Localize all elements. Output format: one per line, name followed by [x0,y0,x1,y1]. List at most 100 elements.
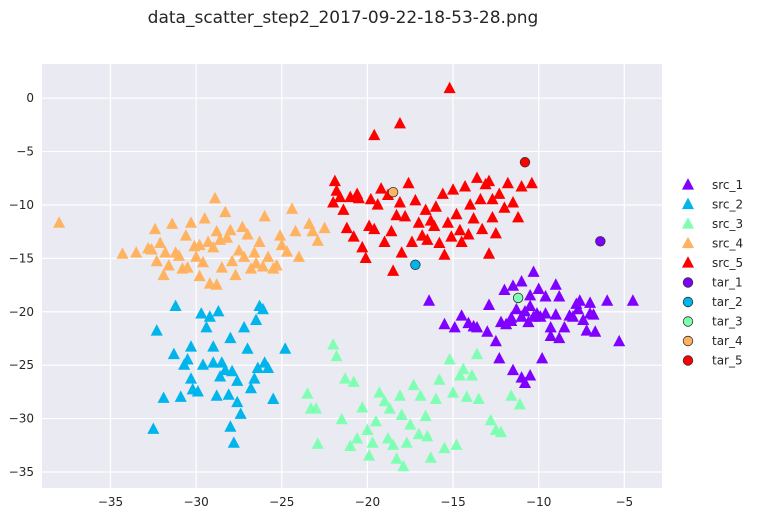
src_4-point [274,229,287,241]
tar_5-point [519,157,531,168]
src_1-point [573,294,586,306]
src_4-point [280,245,293,257]
src_4-point [258,209,271,222]
data-points [53,81,639,472]
legend-src_3-label: src_3 [712,217,743,231]
src_4-point [181,261,194,273]
src_4-point [198,212,211,224]
src_1-point [423,294,436,306]
legend-src_5-marker [681,256,695,268]
src_5-point [327,196,340,208]
src_4-point [179,229,192,241]
src_2-point [224,420,237,432]
src_3-point [339,372,352,384]
src_5-point [333,190,347,203]
x-tick-label: −25 [269,495,294,509]
src_3-point [351,432,364,444]
legend-src_5-label: src_5 [712,256,743,270]
src_1-point [584,296,597,308]
src_5-point [378,235,391,247]
src_4-point [292,250,305,262]
y-tick-label: −5 [16,145,34,159]
src_2-point [207,356,220,368]
src_5-point [368,128,381,141]
src_1-point [549,308,562,320]
src_5-point [455,235,468,247]
src_5-point [405,235,418,247]
src_4-point [159,246,172,258]
src_5-point [482,174,496,187]
src_5-point [470,171,484,183]
src_3-point [407,378,420,391]
src_1-point [524,288,537,301]
src_4-point [116,247,129,259]
src_4-point [193,269,206,282]
src_4-point [311,234,324,246]
src_4-point [154,236,167,249]
src_2-point [196,358,210,370]
src_4-point [236,220,249,233]
src_3-point [400,436,413,448]
legend-tar_3-marker [682,316,694,327]
src_1-point [566,310,579,322]
src_1-point [577,313,590,325]
src_2-point [224,331,237,344]
src_3-point [378,394,391,407]
src_2-point [191,385,204,397]
src_3-point [387,438,400,450]
src_4-point [256,260,269,272]
src_5-point [344,190,357,203]
src_1-point [515,275,528,287]
src_3-point [344,439,357,451]
x-tick-label: −15 [440,495,465,509]
src_2-point [241,342,254,354]
x-tick-label: −35 [98,495,123,509]
src_4-point [219,205,232,218]
src_1-point [544,329,557,341]
src_2-point [167,347,180,360]
src_5-point [428,219,441,231]
src_1-point [510,302,523,315]
src_5-point [438,248,451,260]
src_1-point [498,283,511,296]
src_3-point [330,349,343,362]
src_4-point [196,255,210,268]
x-tick-label: −10 [526,495,551,509]
src_3-point [393,389,407,401]
src_3-point [395,408,408,420]
src_4-point [286,202,299,214]
legend-tar_1-label: tar_1 [712,276,743,290]
src_4-point [262,250,275,262]
src_1-point [613,334,626,347]
src_4-point [130,246,143,258]
src_2-point [181,353,194,365]
src_1-point [524,299,537,312]
src_1-point [544,320,557,333]
src_5-point [328,174,341,187]
src_2-point [251,361,264,374]
src_1-point [438,317,451,330]
src_4-point [220,231,234,243]
src_4-point [145,243,158,255]
src_5-point [486,210,499,223]
src_5-point [512,210,525,223]
src_4-point [226,254,239,267]
src_1-point [505,314,518,327]
src_3-point [513,397,526,410]
src_4-point [248,246,261,258]
src_5-point [474,192,487,205]
src_3-point [450,438,463,450]
tar_1-point [595,236,606,247]
src_5-point [371,198,384,210]
src_5-point [359,251,372,263]
src_2-point [267,392,280,404]
src_4-point [253,235,266,247]
src_4-point [193,238,206,251]
src_4-point [318,221,331,234]
src_1-point [482,298,496,310]
src_3-point [472,392,485,404]
src_5-point [493,187,506,199]
src_2-point [203,310,216,322]
y-tick-label: −25 [9,358,34,372]
